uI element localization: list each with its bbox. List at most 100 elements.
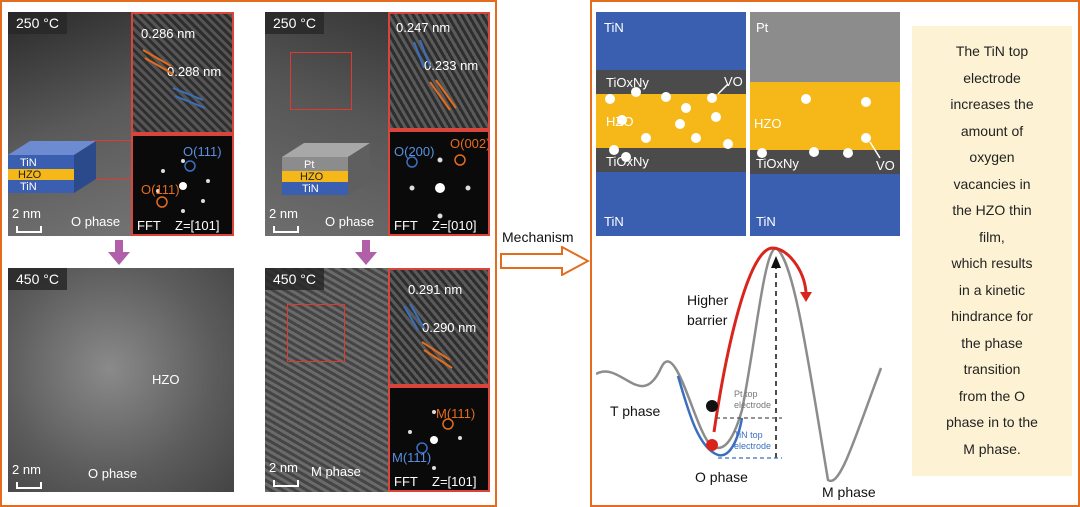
note-line: hindrance for bbox=[951, 308, 1033, 324]
zone-axis: Z=[010] bbox=[432, 218, 477, 233]
d-spacing-1: 0.286 nm bbox=[141, 26, 196, 41]
stack-label-mid: HZO bbox=[18, 169, 42, 181]
material-label: HZO bbox=[152, 372, 180, 387]
electrode-stack-pt: Pt HZO TiN bbox=[282, 143, 370, 195]
fft-inset: O(111) O(111) FFT Z=[101] bbox=[131, 134, 234, 236]
schematic-tin: TiN TiOxNy VO HZO TiOxNy TiN bbox=[596, 12, 746, 236]
energy-curve-tin bbox=[676, 375, 744, 457]
stack-layer bbox=[8, 169, 74, 180]
stack-label-bottom: TiN bbox=[302, 183, 319, 195]
note-line: the HZO thin bbox=[952, 202, 1032, 218]
tin-bottom-layer: TiN bbox=[596, 172, 746, 236]
note-line: in a kinetic bbox=[958, 281, 1026, 298]
note-line: film, bbox=[979, 228, 1005, 245]
arrow-head-icon bbox=[771, 256, 781, 268]
scale-bar-label: 2 nm bbox=[269, 206, 298, 221]
schematic-pt: Pt HZO TiOxNy VO TiN bbox=[750, 12, 900, 236]
stack-layer bbox=[282, 182, 348, 195]
fft-label: FFT bbox=[137, 218, 161, 233]
selection-box bbox=[290, 52, 352, 110]
stack-layer bbox=[282, 171, 348, 182]
higher-barrier-label: Higher barrier bbox=[687, 292, 729, 328]
energy-landscape bbox=[596, 246, 883, 483]
stack-label-top: Pt bbox=[304, 159, 314, 171]
o-phase-label: O phase bbox=[695, 469, 748, 485]
tem-panel bbox=[0, 0, 497, 507]
lattice-marks bbox=[413, 39, 457, 111]
note-line: M phase. bbox=[963, 440, 1021, 457]
note-line: increases the bbox=[950, 96, 1034, 112]
transition-arrow-red bbox=[712, 246, 808, 433]
note-line: amount of bbox=[960, 122, 1024, 139]
stack-layer bbox=[282, 157, 348, 171]
fft-spot-label-1: M(111) bbox=[436, 406, 476, 421]
fft-spot-label-2: O(111) bbox=[141, 182, 180, 197]
oxygen-vacancies bbox=[605, 83, 733, 162]
layer-label: Pt bbox=[756, 20, 769, 35]
layer-label: TiOxNy bbox=[606, 75, 649, 90]
stack-layer bbox=[8, 180, 74, 193]
vacancy-label: VO bbox=[876, 158, 895, 173]
explanation-note: The TiN top electrode increases the amou… bbox=[912, 26, 1072, 476]
phase-label: M phase bbox=[311, 464, 361, 479]
hrtem-inset: 0.247 nm 0.233 nm bbox=[388, 12, 490, 130]
phase-label: O phase bbox=[325, 214, 375, 229]
fft-spot-label-1: O(200) bbox=[394, 144, 435, 159]
tin-top-layer: TiN bbox=[596, 12, 746, 70]
fft-pattern bbox=[156, 159, 210, 213]
d-spacing-1: 0.291 nm bbox=[408, 282, 463, 297]
fft-inset: O(200) O(002) FFT Z=[010] bbox=[388, 130, 490, 236]
phase-label: O phase bbox=[88, 466, 138, 481]
tioxny-layer: TiOxNy VO bbox=[750, 150, 900, 174]
note-line: The TiN top bbox=[955, 43, 1029, 59]
hrtem-inset: 0.291 nm 0.290 nm bbox=[388, 268, 490, 386]
note-line: the phase bbox=[961, 334, 1023, 351]
note-line: from the O bbox=[958, 387, 1026, 404]
fft-pattern bbox=[406, 154, 471, 219]
layer-label: TiN bbox=[756, 214, 776, 229]
scale-bar-label: 2 nm bbox=[269, 460, 298, 475]
selection-box bbox=[92, 140, 132, 180]
arrow-head-icon bbox=[800, 292, 812, 302]
layer-label: HZO bbox=[754, 116, 782, 131]
temperature-label: 250 °C bbox=[265, 12, 324, 34]
note-line: phase in to the bbox=[946, 414, 1038, 430]
layer-label: TiOxNy bbox=[756, 156, 799, 171]
mechanism-panel bbox=[590, 0, 1080, 507]
fft-pattern bbox=[408, 410, 462, 470]
layer-label: TiN bbox=[604, 214, 624, 229]
m-phase-label: M phase bbox=[822, 484, 876, 500]
d-spacing-2: 0.290 nm bbox=[422, 320, 477, 335]
fft-inset: M(111) M(111) FFT Z=[101] bbox=[388, 386, 490, 492]
note-line: which results bbox=[951, 255, 1033, 271]
scale-bar bbox=[16, 226, 42, 233]
mechanism-arrow-icon bbox=[500, 246, 590, 276]
fft-spot-label-2: M(111) bbox=[392, 450, 432, 465]
tin-electrode-label: TiN top electrode bbox=[734, 430, 772, 451]
d-spacing-1: 0.247 nm bbox=[396, 20, 451, 35]
note-line: oxygen bbox=[969, 149, 1015, 165]
selection-box bbox=[287, 304, 345, 362]
zone-axis: Z=[101] bbox=[432, 474, 477, 489]
fft-label: FFT bbox=[394, 218, 418, 233]
hrtem-inset: 0.286 nm 0.288 nm bbox=[131, 12, 234, 134]
tin-state-marker bbox=[706, 439, 718, 451]
fft-label: FFT bbox=[394, 474, 418, 489]
phase-label: O phase bbox=[71, 214, 121, 229]
pt-top-layer: Pt bbox=[750, 12, 900, 82]
tin-bottom-layer: TiN bbox=[750, 174, 900, 236]
vacancy-label: VO bbox=[724, 74, 743, 89]
down-arrow-icon bbox=[108, 240, 130, 265]
tem-image-tin-450: 450 °C HZO 2 nm O phase bbox=[8, 268, 234, 492]
note-line: transition bbox=[963, 361, 1021, 377]
lattice-marks bbox=[403, 303, 453, 369]
t-phase-label: T phase bbox=[610, 403, 661, 419]
stack-label-bottom: TiN bbox=[20, 181, 37, 193]
d-spacing-2: 0.233 nm bbox=[424, 58, 479, 73]
temperature-label: 450 °C bbox=[265, 268, 324, 290]
electrode-stack-tin: TiN HZO TiN bbox=[8, 141, 96, 193]
lattice-marks bbox=[142, 49, 206, 109]
oxygen-vacancies bbox=[757, 94, 881, 159]
scale-bar-label: 2 nm bbox=[12, 462, 41, 477]
mechanism-label: Mechanism bbox=[502, 229, 574, 245]
